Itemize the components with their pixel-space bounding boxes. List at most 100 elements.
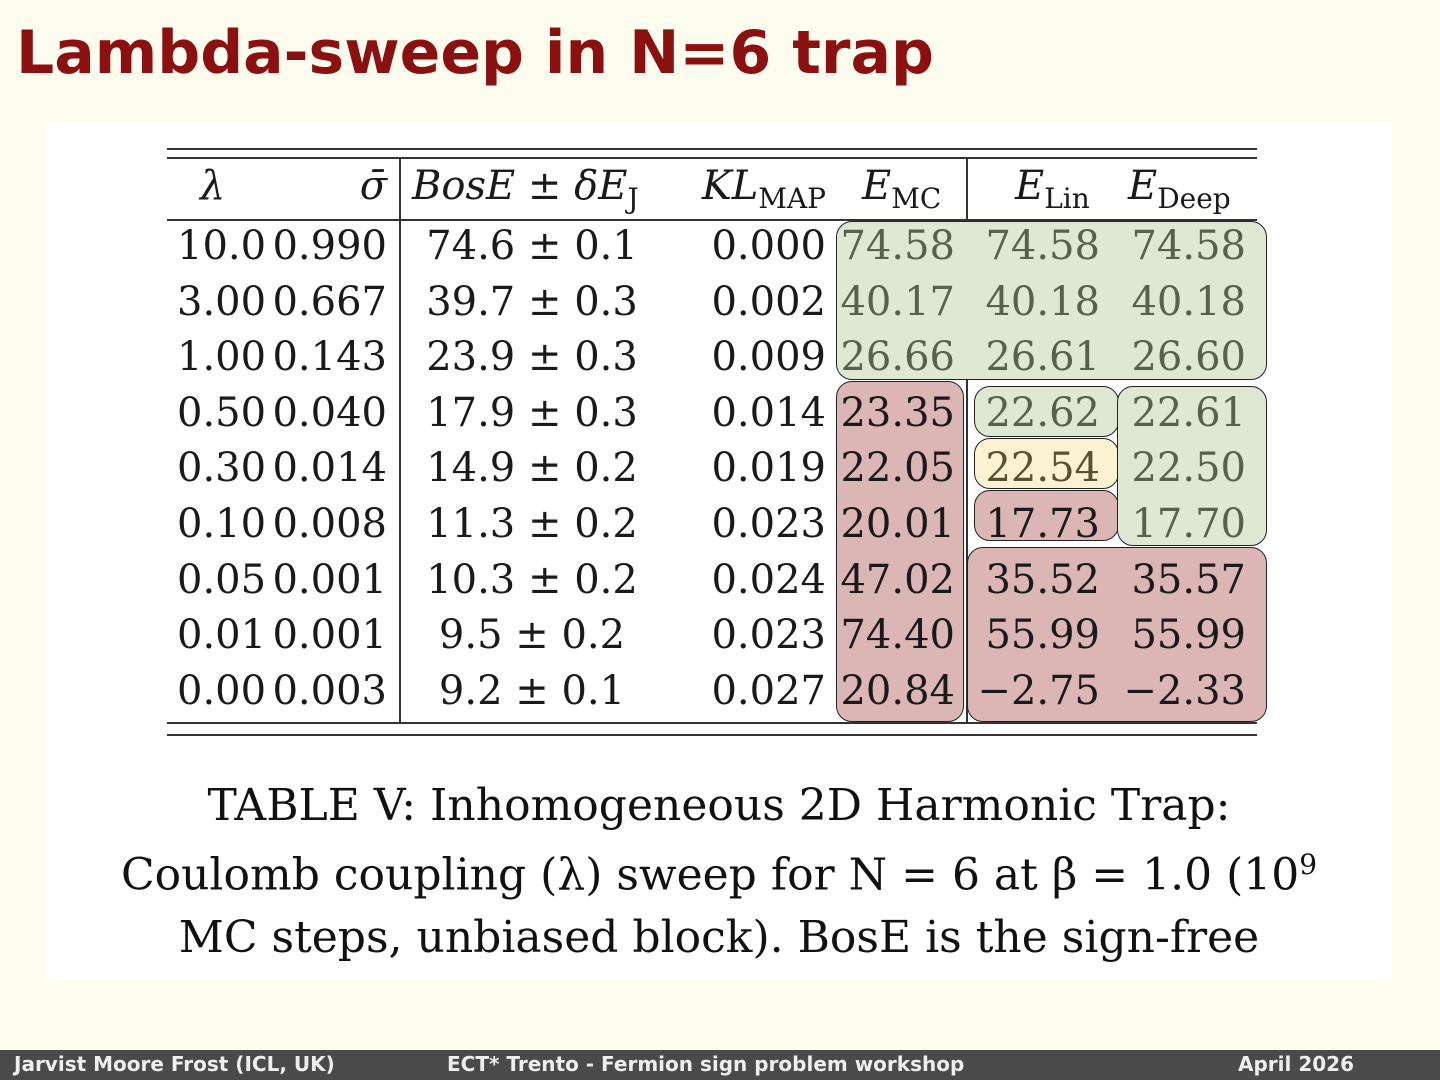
table-cell: 0.024 (711, 556, 826, 603)
footer-bar (0, 1050, 1440, 1080)
table-cell: 10.3 ± 0.2 (426, 556, 638, 603)
table-cell: 0.008 (272, 501, 387, 547)
table-cell: 1.00 (177, 334, 267, 381)
rule (167, 148, 1257, 150)
table-cell: −2.33 (1123, 667, 1246, 714)
table-cell: 26.60 (1131, 334, 1246, 381)
text: E (862, 163, 892, 209)
column-header: BosE ± δEJ (412, 156, 639, 229)
highlight-red (974, 490, 1119, 541)
table-cell: 0.023 (711, 501, 826, 547)
table-cell: 17.70 (1131, 501, 1246, 547)
table-cell: 0.002 (711, 278, 826, 325)
column-header: λ (200, 156, 225, 216)
table-cell: 0.05 (177, 556, 267, 603)
highlight-green (836, 221, 1267, 380)
text: KL (701, 163, 759, 209)
table-cell: 55.99 (985, 612, 1100, 659)
table-cell: 74.40 (840, 612, 955, 659)
table-cell: 0.000 (711, 223, 826, 269)
text: BosE ± δE (412, 163, 628, 209)
table-cell: 0.00 (177, 667, 267, 714)
table-cell: 22.61 (1131, 389, 1246, 436)
table-cell: 0.001 (272, 556, 387, 603)
text: λ (200, 163, 226, 209)
text: Coulomb coupling (λ) sweep for N = 6 at … (120, 849, 1300, 901)
table-cell: 0.001 (272, 612, 387, 659)
rule (167, 219, 1257, 221)
footer-date: April 2026 (1238, 1052, 1354, 1076)
table-cell: 9.5 ± 0.2 (438, 612, 626, 659)
column-header: EDeep (1128, 156, 1231, 229)
table-cell: 39.7 ± 0.3 (426, 278, 638, 325)
table-cell: 0.019 (711, 445, 826, 492)
table-cell: 0.50 (177, 389, 267, 436)
table-cell: 74.58 (1131, 223, 1246, 269)
highlight-green (1117, 386, 1267, 546)
table-cell: 0.667 (272, 278, 387, 325)
table-cell: 22.50 (1131, 445, 1246, 492)
table-cell: 40.18 (1131, 278, 1246, 325)
text: E (1015, 163, 1045, 209)
table-cell: 22.05 (840, 445, 955, 492)
table-cell: 20.84 (840, 667, 955, 714)
table-cell: 14.9 ± 0.2 (426, 445, 638, 492)
column-header: ELin (1015, 156, 1090, 229)
table-cell: 10.0 (177, 223, 267, 269)
rule (167, 157, 1257, 159)
subscript: Deep (1157, 182, 1231, 215)
table-cell: 55.99 (1131, 612, 1246, 659)
table-cell: 74.58 (840, 223, 955, 269)
table-cell: −2.75 (977, 667, 1100, 714)
table-cell: 0.009 (711, 334, 826, 381)
rule (167, 734, 1257, 736)
table-cell: 17.9 ± 0.3 (426, 389, 638, 436)
rule (167, 722, 1257, 724)
table-cell: 0.143 (272, 334, 387, 381)
table-cell: 9.2 ± 0.1 (438, 667, 626, 714)
subscript: J (627, 182, 639, 215)
table-cell: 0.990 (272, 223, 387, 269)
table-cell: 17.73 (985, 501, 1100, 547)
subscript: MC (891, 182, 942, 215)
table-cell: 74.58 (985, 223, 1100, 269)
table-cell: 23.35 (840, 389, 955, 436)
table-cell: 0.027 (711, 667, 826, 714)
table-cell: 0.10 (177, 501, 267, 547)
rule (966, 159, 968, 722)
subscript: Lin (1044, 182, 1090, 215)
table-cell: 0.014 (272, 445, 387, 492)
text: E (1128, 163, 1158, 209)
caption-line: Coulomb coupling (λ) sweep for N = 6 at … (46, 848, 1392, 901)
table-cell: 0.01 (177, 612, 267, 659)
table-cell: 40.18 (985, 278, 1100, 325)
table-cell: 22.62 (985, 389, 1100, 436)
highlight-red (836, 381, 964, 722)
footer-event: ECT* Trento - Fermion sign problem works… (447, 1052, 965, 1076)
text: TABLE V: Inhomogeneous 2D Harmonic Trap: (207, 780, 1231, 831)
text: σ̄ (359, 163, 387, 209)
column-header: EMC (862, 156, 941, 229)
table-cell: 35.52 (985, 556, 1100, 603)
rule (399, 159, 401, 722)
table-cell: 35.57 (1131, 556, 1246, 603)
table-cell: 40.17 (840, 278, 955, 325)
table-cell: 74.6 ± 0.1 (426, 223, 638, 269)
table-cell: 26.61 (985, 334, 1100, 381)
caption-line: TABLE V: Inhomogeneous 2D Harmonic Trap: (46, 780, 1392, 831)
superscript: 9 (1299, 848, 1318, 881)
column-header: KLMAP (702, 156, 826, 229)
text: MC steps, unbiased block). BosE is the s… (178, 912, 1260, 963)
table-cell: 0.023 (711, 612, 826, 659)
table-cell: 11.3 ± 0.2 (426, 501, 638, 547)
table-cell: 0.040 (272, 389, 387, 436)
table-cell: 0.003 (272, 667, 387, 714)
highlight-yellow (974, 438, 1119, 489)
table-cell: 23.9 ± 0.3 (426, 334, 638, 381)
footer-author: Jarvist Moore Frost (ICL, UK) (14, 1052, 335, 1076)
subscript: MAP (758, 182, 826, 215)
highlight-red (967, 547, 1267, 722)
caption-line: MC steps, unbiased block). BosE is the s… (46, 912, 1392, 963)
table-cell: 0.014 (711, 389, 826, 436)
